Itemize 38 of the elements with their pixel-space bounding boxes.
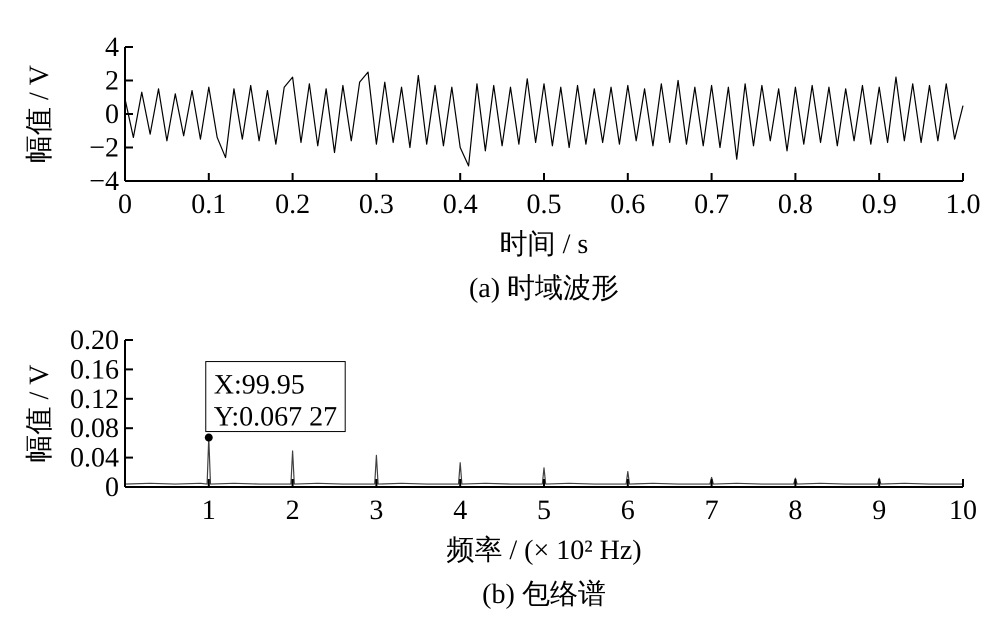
y-tick-label: 0.16 <box>70 354 119 386</box>
x-tick-label: 0.5 <box>526 189 562 220</box>
x-tick-label: 4 <box>453 495 468 526</box>
x-tick-label: 10 <box>949 495 977 526</box>
text: (b) 包络谱 <box>482 579 606 610</box>
x-tick-label: 0.8 <box>778 189 813 220</box>
x-tick-label: 1.0 <box>946 189 980 220</box>
x-tick-label: 7 <box>704 495 719 526</box>
y-axis-title: 幅值 / V <box>24 65 55 163</box>
x-tick-label: 9 <box>872 495 886 526</box>
annotation: X:99.95 Y:0.067 27 <box>214 370 338 433</box>
x-axis-title: 频率 / (× 10² Hz) <box>446 535 642 566</box>
y-tick-label: −2 <box>89 132 119 164</box>
y-tick-label: 0.08 <box>70 413 119 444</box>
x-tick-label: 0.7 <box>694 189 730 220</box>
y-tick-label: 0.04 <box>70 442 119 474</box>
x-tick-label: 6 <box>620 495 635 526</box>
x-tick-label: 2 <box>286 495 300 526</box>
y-tick-label: 2 <box>105 66 119 96</box>
y-tick-label: 0.12 <box>70 384 119 415</box>
x-tick-label: 5 <box>537 495 551 526</box>
x-tick-label: 3 <box>369 495 384 526</box>
x-axis-title: 时间 / s <box>500 229 588 260</box>
y-tick-label: 0 <box>105 99 119 130</box>
x-tick-label: 0.2 <box>275 189 310 220</box>
text: (a) 时域波形 <box>468 273 620 304</box>
y-tick-label: 0 <box>105 472 119 503</box>
x-tick-label: 0.1 <box>191 189 226 220</box>
y-axis-title: 幅值 / V <box>24 364 55 462</box>
y-tick-label: 0.20 <box>70 325 119 356</box>
x-tick-label: 0.9 <box>862 189 897 220</box>
y-tick-label: 4 <box>105 32 119 63</box>
y-tick-label: −4 <box>89 166 119 197</box>
x-tick-label: 8 <box>788 495 802 526</box>
x-tick-label: 0.4 <box>442 189 478 220</box>
x-tick-label: 0.3 <box>358 189 394 220</box>
x-tick-label: 0.6 <box>610 189 646 220</box>
x-tick-label: 1 <box>202 495 216 526</box>
